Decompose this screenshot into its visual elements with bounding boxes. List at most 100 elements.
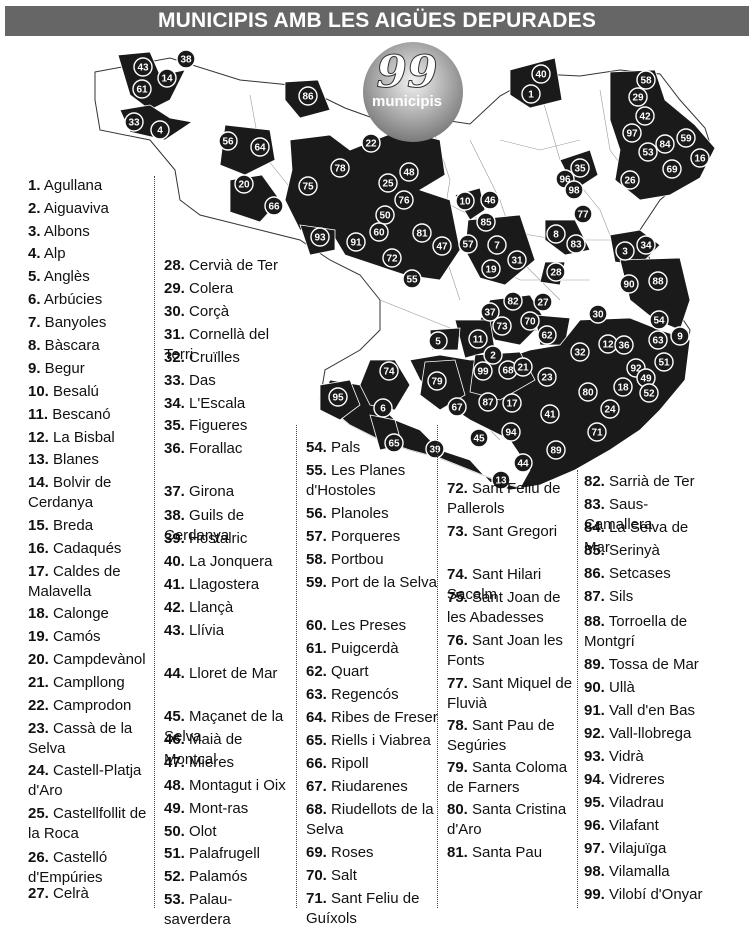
item-number: 36. bbox=[164, 440, 185, 457]
item-name: Sarrià de Ter bbox=[604, 473, 695, 490]
map-marker-number: 70 bbox=[524, 317, 536, 328]
item-number: 93. bbox=[584, 748, 605, 765]
item-name: Sant Gregori bbox=[467, 523, 558, 540]
map-marker: 21 bbox=[513, 357, 533, 377]
map-marker-number: 13 bbox=[495, 476, 507, 487]
map-marker-number: 52 bbox=[643, 389, 655, 400]
item-name: Castelló d'Empúries bbox=[28, 849, 108, 886]
map-marker-circle bbox=[176, 49, 196, 69]
map-marker: 25 bbox=[378, 173, 398, 193]
map-marker: 75 bbox=[298, 176, 318, 196]
item-name: Llançà bbox=[184, 599, 234, 616]
map-marker: 80 bbox=[578, 382, 598, 402]
item-name: Camprodon bbox=[48, 697, 132, 714]
list-item: 69. Roses bbox=[306, 843, 438, 863]
map-marker: 95 bbox=[328, 387, 348, 407]
item-number: 21. bbox=[28, 674, 49, 691]
item-number: 64. bbox=[306, 709, 327, 726]
item-number: 27. bbox=[28, 885, 49, 902]
item-name: Portbou bbox=[326, 551, 384, 568]
map-marker-circle bbox=[250, 137, 270, 157]
item-name: Forallac bbox=[184, 440, 243, 457]
item-number: 38. bbox=[164, 507, 185, 524]
list-item: 55. Les Planes d'Hostoles bbox=[306, 461, 438, 501]
item-number: 85. bbox=[584, 542, 605, 559]
list-item: 81. Santa Pau bbox=[447, 843, 577, 863]
map-marker-number: 3 bbox=[622, 247, 628, 258]
map-marker-number: 41 bbox=[544, 410, 556, 421]
map-marker-circle bbox=[234, 174, 254, 194]
map-marker-number: 43 bbox=[137, 63, 149, 74]
item-name: Olot bbox=[184, 823, 217, 840]
list-item: 89. Tossa de Mar bbox=[584, 655, 714, 675]
list-item: 98. Vilamalla bbox=[584, 862, 714, 882]
map-marker-circle bbox=[521, 84, 541, 104]
map-marker-circle bbox=[546, 440, 566, 460]
map-marker-number: 69 bbox=[666, 165, 678, 176]
list-item: 64. Ribes de Freser bbox=[306, 708, 438, 728]
map-marker: 32 bbox=[570, 342, 590, 362]
map-marker-number: 25 bbox=[382, 179, 394, 190]
map-marker-number: 68 bbox=[502, 366, 514, 377]
map-marker-number: 48 bbox=[403, 168, 415, 179]
list-item: 96. Vilafant bbox=[584, 816, 714, 836]
map-marker-circle bbox=[613, 377, 633, 397]
item-number: 72. bbox=[447, 480, 468, 497]
map-marker: 55 bbox=[402, 269, 422, 289]
item-number: 32. bbox=[164, 349, 185, 366]
list-item: 41. Llagostera bbox=[164, 575, 296, 595]
list-item: 95. Viladrau bbox=[584, 793, 714, 813]
map-marker: 57 bbox=[458, 234, 478, 254]
map-marker-number: 31 bbox=[511, 256, 523, 267]
map-marker-number: 67 bbox=[451, 403, 463, 414]
map-marker-circle bbox=[676, 128, 696, 148]
item-name: Begur bbox=[40, 360, 85, 377]
map-marker: 70 bbox=[520, 311, 540, 331]
map-marker-number: 53 bbox=[642, 148, 654, 159]
list-item: 70. Salt bbox=[306, 866, 438, 886]
map-marker-circle bbox=[587, 422, 607, 442]
item-name: Mont-ras bbox=[184, 800, 249, 817]
item-number: 24. bbox=[28, 762, 49, 779]
map-marker-number: 80 bbox=[582, 388, 594, 399]
map-marker-circle bbox=[531, 64, 551, 84]
map-marker-circle bbox=[476, 212, 496, 232]
map-marker-number: 64 bbox=[254, 143, 266, 154]
map-marker: 89 bbox=[546, 440, 566, 460]
list-item: 5. Anglès bbox=[28, 267, 153, 287]
map-marker-circle bbox=[402, 269, 422, 289]
item-number: 3. bbox=[28, 223, 41, 240]
item-name: Blanes bbox=[48, 451, 99, 468]
map-marker-circle bbox=[473, 361, 493, 381]
list-item: 65. Riells i Viabrea bbox=[306, 731, 438, 751]
map-marker: 47 bbox=[432, 236, 452, 256]
item-name: Pals bbox=[326, 439, 361, 456]
map-marker-number: 55 bbox=[406, 275, 418, 286]
map-marker-number: 37 bbox=[484, 308, 496, 319]
item-name: Sant Pau de Segúries bbox=[447, 717, 555, 754]
item-number: 9. bbox=[28, 360, 41, 377]
map-marker: 6 bbox=[373, 398, 393, 418]
map-marker: 98 bbox=[564, 180, 584, 200]
item-number: 48. bbox=[164, 777, 185, 794]
map-marker-circle bbox=[690, 148, 710, 168]
map-marker: 23 bbox=[537, 367, 557, 387]
map-marker-circle bbox=[264, 196, 284, 216]
map-marker-number: 73 bbox=[496, 322, 508, 333]
map-marker-circle bbox=[458, 234, 478, 254]
map-marker-number: 11 bbox=[473, 335, 484, 346]
map-marker: 66 bbox=[264, 196, 284, 216]
map-marker: 39 bbox=[425, 439, 445, 459]
map-marker: 27 bbox=[533, 292, 553, 312]
map-marker: 61 bbox=[132, 79, 152, 99]
map-marker: 67 bbox=[447, 397, 467, 417]
item-number: 20. bbox=[28, 651, 49, 668]
item-number: 80. bbox=[447, 801, 468, 818]
item-number: 55. bbox=[306, 462, 327, 479]
item-name: Cadaqués bbox=[48, 540, 122, 557]
map-marker-number: 21 bbox=[517, 363, 529, 374]
item-number: 31. bbox=[164, 326, 185, 343]
item-number: 4. bbox=[28, 245, 41, 262]
item-number: 41. bbox=[164, 576, 185, 593]
map-marker: 54 bbox=[649, 310, 669, 330]
